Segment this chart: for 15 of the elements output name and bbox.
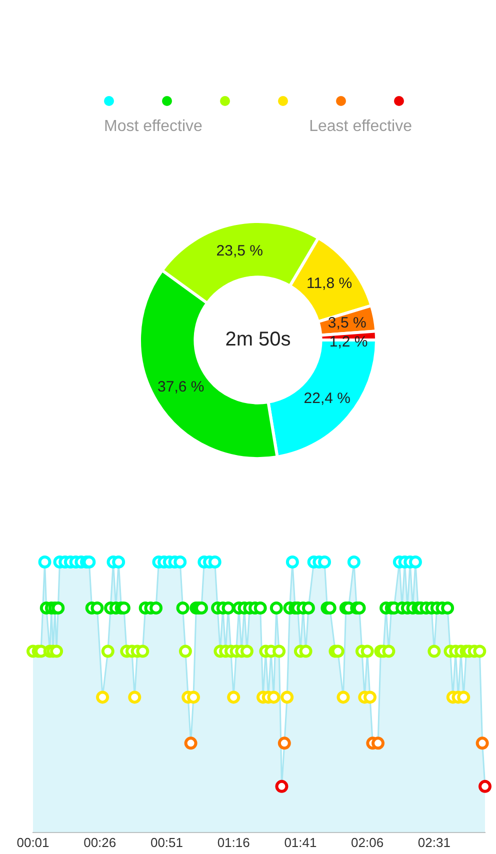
x-tick-label: 00:26 — [84, 834, 116, 850]
x-tick-label: 00:01 — [16, 834, 50, 850]
data-label: 22,4 % — [304, 390, 350, 407]
data-label: 3,5 % — [328, 314, 366, 332]
data-label: 37,6 % — [158, 378, 204, 396]
x-tick-label: 02:31 — [418, 834, 450, 850]
x-tick-label: 00:51 — [150, 834, 183, 850]
text: Most effective — [104, 118, 202, 136]
data-label: 23,5 % — [216, 242, 263, 260]
data-label: 11,8 % — [306, 275, 352, 292]
x-tick-label: 01:41 — [284, 834, 317, 850]
x-tick-label: 01:16 — [217, 834, 250, 850]
text: Least effective — [309, 118, 412, 136]
x-tick-label: 02:06 — [351, 834, 384, 850]
text: 2m 50s — [225, 328, 291, 351]
